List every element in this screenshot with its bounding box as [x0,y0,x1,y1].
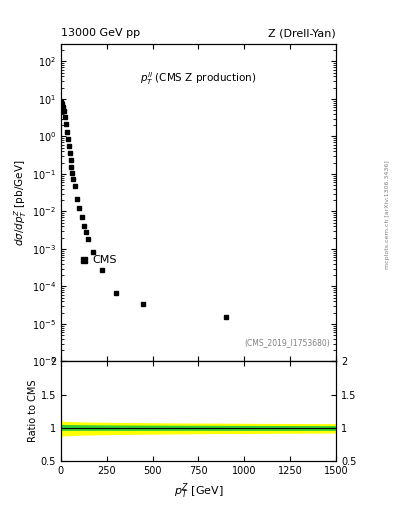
Text: (CMS_2019_I1753680): (CMS_2019_I1753680) [245,338,331,347]
X-axis label: $p_T^Z$ [GeV]: $p_T^Z$ [GeV] [174,481,223,501]
Text: 13000 GeV pp: 13000 GeV pp [61,28,140,38]
Y-axis label: Ratio to CMS: Ratio to CMS [28,380,38,442]
Text: mcplots.cern.ch [arXiv:1306.3436]: mcplots.cern.ch [arXiv:1306.3436] [385,161,389,269]
Text: Z (Drell-Yan): Z (Drell-Yan) [268,28,336,38]
Text: $p_T^{ll}$ (CMS Z production): $p_T^{ll}$ (CMS Z production) [140,70,257,87]
Y-axis label: $d\sigma/dp_T^Z$ [pb/GeV]: $d\sigma/dp_T^Z$ [pb/GeV] [12,159,29,246]
Text: CMS: CMS [93,254,117,265]
